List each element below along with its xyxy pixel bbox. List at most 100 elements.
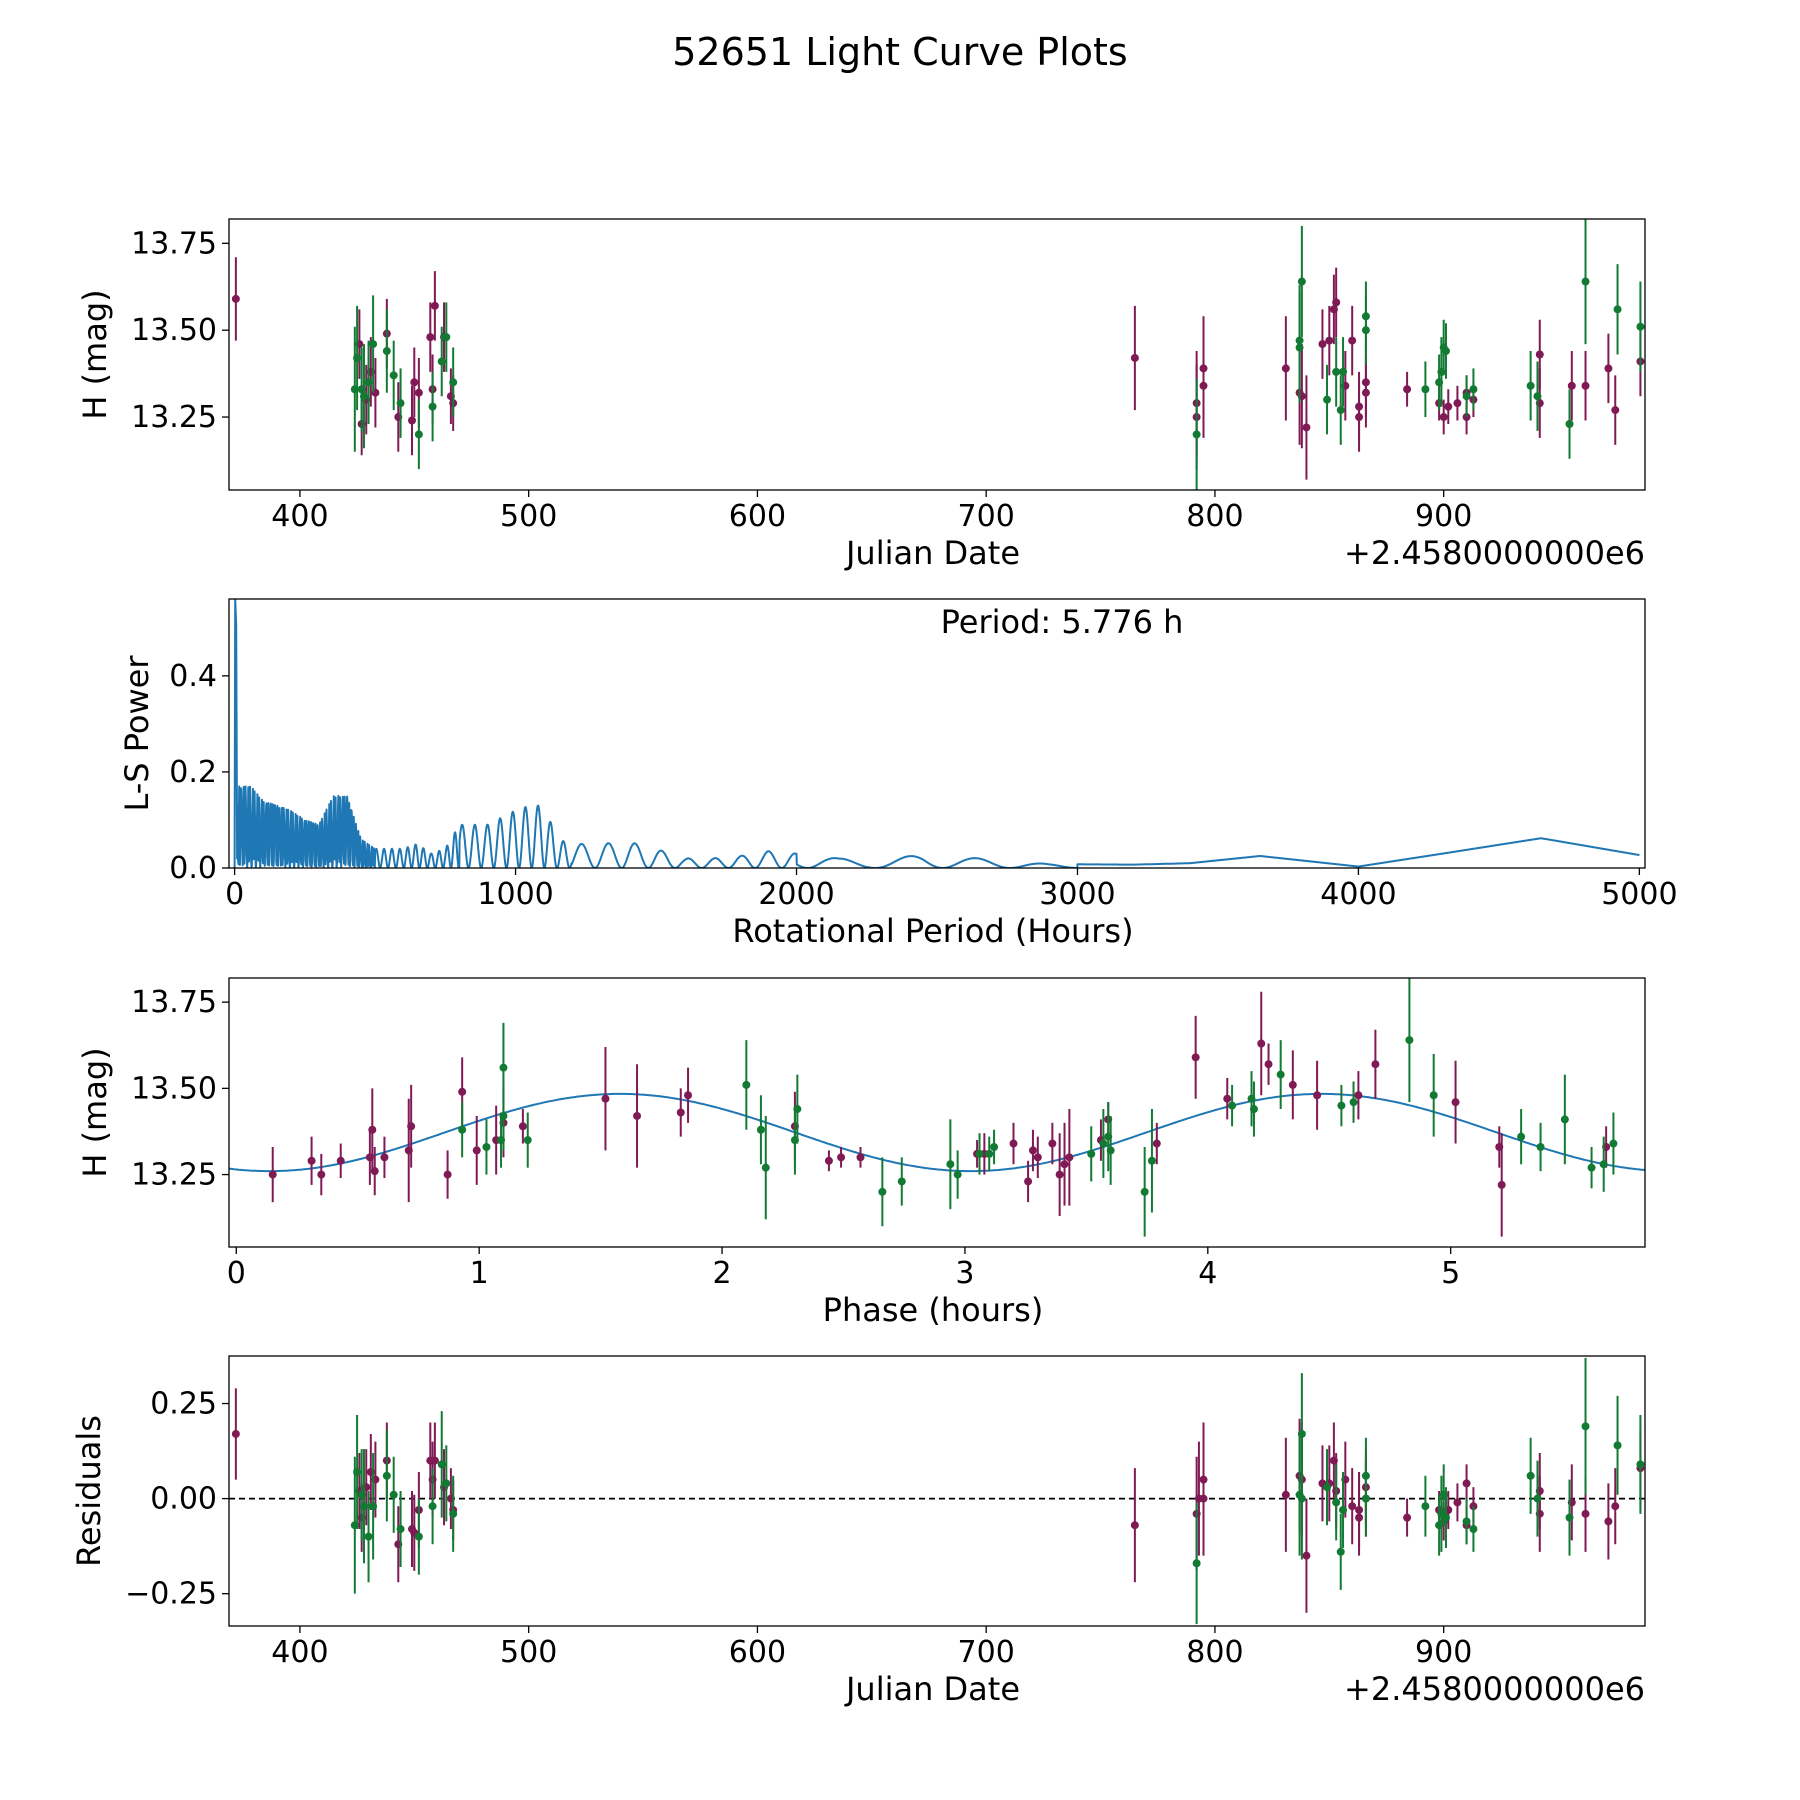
data-point xyxy=(414,430,423,439)
y-axis-label: L-S Power xyxy=(118,655,156,812)
y-axis-label: H (mag) xyxy=(76,1047,114,1177)
data-point xyxy=(1336,1547,1345,1556)
residuals-plot-area xyxy=(229,1357,1645,1625)
x-tick-label: 1 xyxy=(470,1256,489,1291)
data-point xyxy=(1249,1105,1258,1114)
data-point xyxy=(1361,326,1370,335)
data-point xyxy=(369,340,378,349)
data-point xyxy=(1453,1498,1462,1507)
data-point xyxy=(1469,385,1478,394)
data-point xyxy=(1355,402,1364,411)
data-point xyxy=(369,1502,378,1511)
y-tick-label: 0.25 xyxy=(150,1387,217,1422)
x-tick-label: 500 xyxy=(500,499,557,534)
periodogram-panel: 0 1000 2000 3000 4000 5000 0.0 0.2 0.4 Rotational… xyxy=(118,598,1678,950)
data-point xyxy=(1099,1139,1108,1148)
data-point xyxy=(1517,1132,1526,1141)
x-tick-label: 5000 xyxy=(1601,877,1677,912)
x-tick-label: 2 xyxy=(713,1256,732,1291)
y-tick-label: 13.25 xyxy=(131,1158,217,1193)
x-tick-label: 4000 xyxy=(1320,877,1396,912)
data-point xyxy=(1024,1177,1033,1186)
data-point xyxy=(364,378,373,387)
data-point xyxy=(1371,1060,1380,1069)
data-point xyxy=(1462,1517,1471,1526)
data-point xyxy=(382,1471,391,1480)
data-point xyxy=(1348,336,1357,345)
data-point xyxy=(1060,1160,1069,1169)
data-point xyxy=(1453,399,1462,408)
data-point xyxy=(1028,1146,1037,1155)
y-tick-label: 0.2 xyxy=(169,755,217,790)
y-axis-label: H (mag) xyxy=(76,289,114,419)
data-point xyxy=(353,1467,362,1476)
data-point xyxy=(1048,1139,1057,1148)
data-point xyxy=(1533,1494,1542,1503)
data-point xyxy=(1451,1098,1460,1107)
data-point xyxy=(368,1125,377,1134)
periodogram-plot-area xyxy=(233,599,1640,868)
x-tick-label: 700 xyxy=(958,1635,1015,1670)
data-point xyxy=(1337,1101,1346,1110)
data-point xyxy=(1405,1036,1414,1045)
data-point xyxy=(482,1142,491,1151)
data-point xyxy=(1441,347,1450,356)
data-point xyxy=(1223,1094,1232,1103)
x-tick-label: 600 xyxy=(729,1635,786,1670)
x-tick-label: 400 xyxy=(271,1635,328,1670)
x-tick-label: 800 xyxy=(1186,1635,1243,1670)
data-point xyxy=(1636,1460,1645,1469)
data-point xyxy=(1106,1146,1115,1155)
y-tick-label: 13.75 xyxy=(131,226,217,261)
data-point xyxy=(1581,1422,1590,1431)
data-point xyxy=(1281,364,1290,373)
figure-title: 52651 Light Curve Plots xyxy=(672,30,1127,74)
data-point xyxy=(742,1080,751,1089)
data-point xyxy=(1469,1525,1478,1534)
residuals-panel: 400 500 600 700 800 900 −0.25 0.00 0.25 Julian Da… xyxy=(70,1355,1646,1708)
y-tick-label: 0.4 xyxy=(169,659,217,694)
x-offset-text: +2.4580000000e6 xyxy=(1344,1670,1645,1708)
x-tick-label: 400 xyxy=(271,499,328,534)
data-point xyxy=(990,1142,999,1151)
phased-plot-area xyxy=(229,978,1645,1237)
data-point xyxy=(430,1456,439,1465)
data-point xyxy=(1332,298,1341,307)
data-point xyxy=(856,1153,865,1162)
data-point xyxy=(1526,381,1535,390)
phased-panel: 0 1 2 3 4 5 13.25 13.50 13.75 Phase (hours) H (mag… xyxy=(76,977,1646,1329)
data-point xyxy=(1033,1153,1042,1162)
data-point xyxy=(449,378,458,387)
data-point xyxy=(317,1170,326,1179)
data-point xyxy=(307,1156,316,1165)
x-tick-label: 0 xyxy=(227,1256,246,1291)
data-point xyxy=(1055,1170,1064,1179)
period-annotation: Period: 5.776 h xyxy=(941,603,1184,641)
data-point xyxy=(897,1177,906,1186)
data-point xyxy=(414,388,423,397)
data-point xyxy=(1560,1115,1569,1124)
x-tick-label: 1000 xyxy=(477,877,553,912)
data-point xyxy=(389,1490,398,1499)
data-point xyxy=(1339,367,1348,376)
data-point xyxy=(1535,350,1544,359)
data-point xyxy=(1264,1060,1273,1069)
data-point xyxy=(1191,1053,1200,1062)
data-point xyxy=(1533,392,1542,401)
data-point xyxy=(231,1429,240,1438)
lightcurve-plot-area xyxy=(231,219,1645,490)
data-point xyxy=(1276,1070,1285,1079)
data-point xyxy=(1581,1509,1590,1518)
x-tick-label: 600 xyxy=(729,499,786,534)
data-point xyxy=(1462,1479,1471,1488)
data-point xyxy=(1565,419,1574,428)
data-point xyxy=(407,1122,416,1131)
data-point xyxy=(1199,1494,1208,1503)
data-point xyxy=(442,333,451,342)
data-point xyxy=(370,1167,379,1176)
data-point xyxy=(761,1163,770,1172)
data-point xyxy=(1281,1490,1290,1499)
data-point xyxy=(353,353,362,362)
data-point xyxy=(1429,1091,1438,1100)
